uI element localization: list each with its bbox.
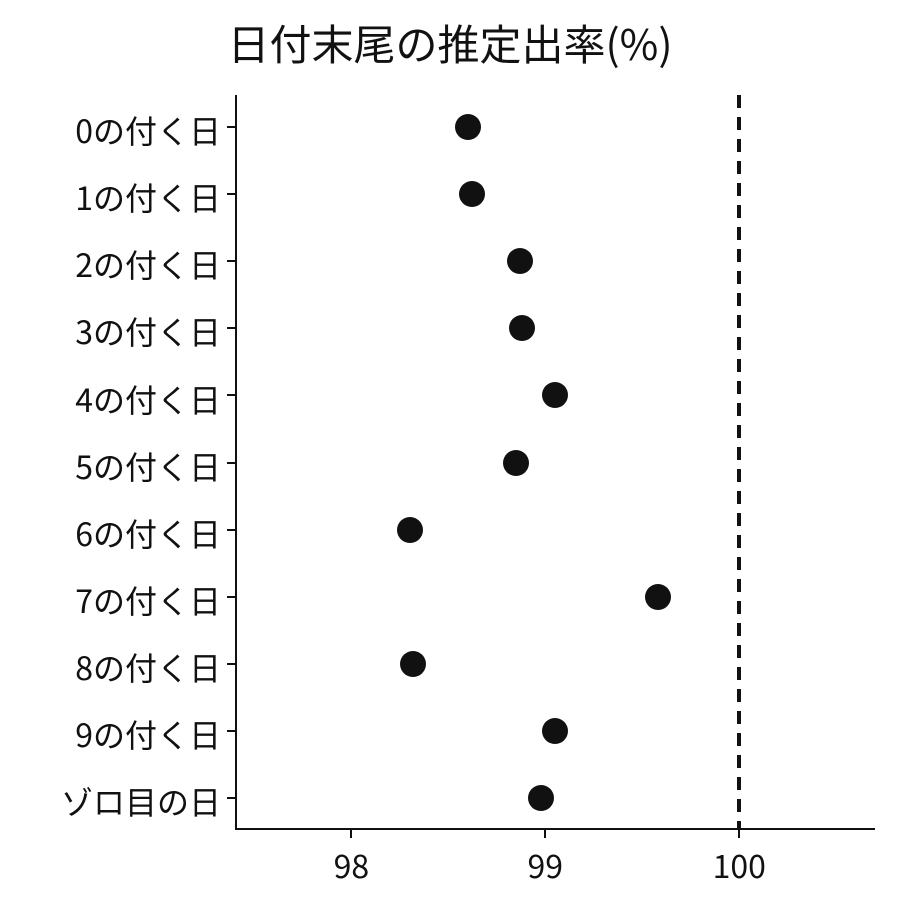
reference-line-dash bbox=[737, 689, 741, 702]
reference-line-dash bbox=[737, 557, 741, 570]
reference-line-dash bbox=[737, 513, 741, 526]
reference-line-dash bbox=[737, 711, 741, 724]
x-tick-mark bbox=[544, 830, 546, 838]
reference-line bbox=[737, 95, 741, 830]
reference-line-dash bbox=[737, 425, 741, 438]
y-tick-label: ゾロ目の日 bbox=[61, 778, 221, 824]
reference-line-dash bbox=[737, 381, 741, 394]
y-tick-mark bbox=[227, 730, 235, 732]
y-tick-mark bbox=[227, 260, 235, 262]
data-point bbox=[509, 315, 535, 341]
data-point bbox=[542, 382, 568, 408]
y-tick-label: 1の付く日 bbox=[75, 174, 221, 220]
y-tick-label: 9の付く日 bbox=[75, 711, 221, 757]
y-tick-label: 3の付く日 bbox=[75, 308, 221, 354]
x-tick-label: 99 bbox=[505, 842, 585, 888]
x-tick-mark bbox=[738, 830, 740, 838]
reference-line-dash bbox=[737, 337, 741, 350]
reference-line-dash bbox=[737, 733, 741, 746]
y-tick-label: 8の付く日 bbox=[75, 644, 221, 690]
chart-title: 日付末尾の推定出率(%) bbox=[0, 12, 900, 73]
data-point bbox=[459, 181, 485, 207]
reference-line-dash bbox=[737, 249, 741, 262]
reference-line-dash bbox=[737, 139, 741, 152]
reference-line-dash bbox=[737, 271, 741, 284]
reference-line-dash bbox=[737, 403, 741, 416]
data-point bbox=[528, 785, 554, 811]
data-point bbox=[455, 114, 481, 140]
y-tick-label: 4の付く日 bbox=[75, 376, 221, 422]
x-tick-label: 98 bbox=[311, 842, 391, 888]
reference-line-dash bbox=[737, 667, 741, 680]
reference-line-dash bbox=[737, 161, 741, 174]
data-point bbox=[397, 517, 423, 543]
x-tick-mark bbox=[350, 830, 352, 838]
y-tick-label: 2の付く日 bbox=[75, 241, 221, 287]
reference-line-dash bbox=[737, 227, 741, 240]
y-tick-mark bbox=[227, 529, 235, 531]
data-point bbox=[503, 450, 529, 476]
reference-line-dash bbox=[737, 491, 741, 504]
data-point bbox=[400, 651, 426, 677]
reference-line-dash bbox=[737, 601, 741, 614]
y-tick-mark bbox=[227, 596, 235, 598]
reference-line-dash bbox=[737, 535, 741, 548]
data-point bbox=[645, 584, 671, 610]
x-tick-label: 100 bbox=[699, 842, 779, 888]
y-tick-label: 7の付く日 bbox=[75, 577, 221, 623]
reference-line-dash bbox=[737, 821, 741, 830]
data-point bbox=[542, 718, 568, 744]
reference-line-dash bbox=[737, 755, 741, 768]
reference-line-dash bbox=[737, 777, 741, 790]
y-axis-line bbox=[235, 95, 237, 830]
reference-line-dash bbox=[737, 799, 741, 812]
y-tick-mark bbox=[227, 193, 235, 195]
y-tick-label: 0の付く日 bbox=[75, 107, 221, 153]
reference-line-dash bbox=[737, 447, 741, 460]
reference-line-dash bbox=[737, 623, 741, 636]
y-tick-label: 5の付く日 bbox=[75, 443, 221, 489]
reference-line-dash bbox=[737, 315, 741, 328]
reference-line-dash bbox=[737, 183, 741, 196]
y-tick-mark bbox=[227, 462, 235, 464]
reference-line-dash bbox=[737, 293, 741, 306]
reference-line-dash bbox=[737, 469, 741, 482]
plot-area: 0の付く日1の付く日2の付く日3の付く日4の付く日5の付く日6の付く日7の付く日… bbox=[235, 95, 875, 830]
reference-line-dash bbox=[737, 645, 741, 658]
reference-line-dash bbox=[737, 117, 741, 130]
reference-line-dash bbox=[737, 579, 741, 592]
y-tick-mark bbox=[227, 797, 235, 799]
data-point bbox=[507, 248, 533, 274]
reference-line-dash bbox=[737, 359, 741, 372]
x-axis-line bbox=[235, 828, 875, 830]
y-tick-mark bbox=[227, 663, 235, 665]
reference-line-dash bbox=[737, 95, 741, 108]
y-tick-mark bbox=[227, 327, 235, 329]
y-tick-mark bbox=[227, 126, 235, 128]
y-tick-mark bbox=[227, 394, 235, 396]
y-tick-label: 6の付く日 bbox=[75, 510, 221, 556]
chart-container: 日付末尾の推定出率(%) 0の付く日1の付く日2の付く日3の付く日4の付く日5の… bbox=[0, 0, 900, 900]
reference-line-dash bbox=[737, 205, 741, 218]
